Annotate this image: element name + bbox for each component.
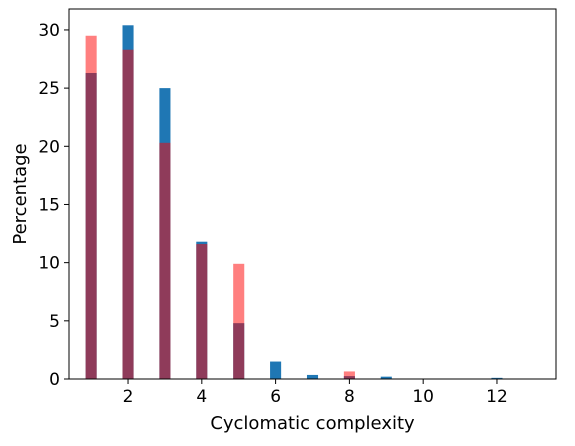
- y-tick-label: 0: [49, 370, 60, 390]
- bar-series2-x1: [85, 35, 97, 379]
- y-tick-label: 25: [38, 79, 60, 99]
- bars-layer: [85, 25, 503, 380]
- bar-series2-x4: [196, 244, 208, 379]
- y-tick-label: 20: [38, 137, 60, 157]
- x-tick-label: 12: [486, 387, 508, 407]
- bar-series2-x5: [233, 263, 245, 379]
- x-tick-label: 8: [344, 387, 355, 407]
- x-axis-label: Cyclomatic complexity: [210, 413, 415, 434]
- y-tick-label: 15: [38, 195, 60, 215]
- x-tick-label: 10: [412, 387, 434, 407]
- bar-series2-x3: [159, 142, 171, 379]
- bar-series1-x6: [270, 361, 282, 379]
- y-tick-label: 10: [38, 254, 60, 274]
- bar-series2-x2: [122, 49, 134, 379]
- bar-series2-x8: [343, 371, 355, 379]
- y-tick-label: 30: [38, 21, 60, 41]
- x-tick-label: 4: [196, 387, 207, 407]
- bar-series1-x9: [380, 376, 392, 379]
- bar-series1-x12: [491, 377, 503, 379]
- x-tick-label: 2: [123, 387, 134, 407]
- y-axis-label: Percentage: [10, 143, 31, 244]
- x-tick-label: 6: [270, 387, 281, 407]
- plot-frame: [68, 8, 557, 380]
- ticks-layer: 2 4 6 8 10 12 0 5 10 15 20 25 30: [38, 21, 507, 407]
- y-tick-label: 5: [49, 312, 60, 332]
- bar-series1-x7: [306, 374, 319, 379]
